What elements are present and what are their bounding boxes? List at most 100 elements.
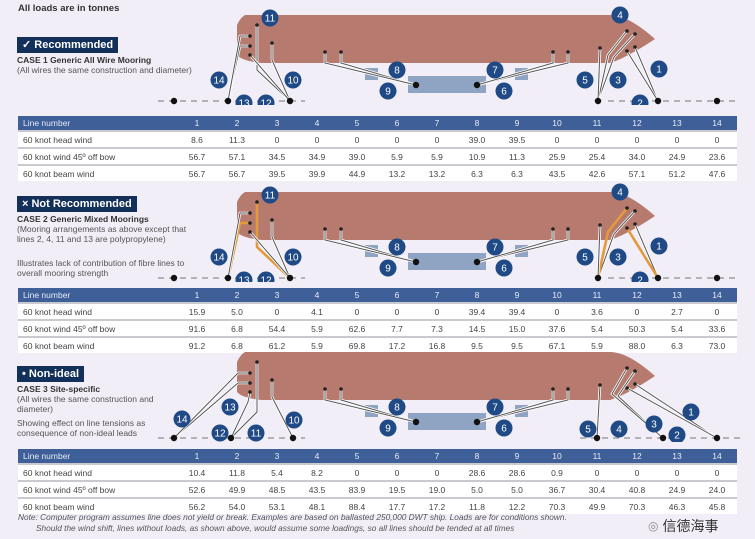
load-value: 16.8 (417, 336, 457, 353)
mooring-line-12 (230, 391, 251, 439)
line-label-9: 9 (385, 264, 391, 275)
load-value: 51.2 (657, 164, 697, 181)
line-label-circle (235, 94, 253, 105)
load-value: 17.2 (377, 336, 417, 353)
load-value: 12.2 (497, 497, 537, 514)
line-label-circle (495, 82, 513, 100)
mooring-line-6 (476, 389, 569, 423)
condition-label: 60 knot beam wind (18, 336, 177, 353)
line-label-circle (609, 71, 627, 89)
column-header-line-10: 10 (537, 449, 577, 464)
load-value: 24.0 (697, 480, 737, 498)
line-label-7: 7 (492, 243, 498, 254)
load-value: 0 (417, 302, 457, 320)
line-label-circle (579, 420, 597, 438)
case-3-load-table: Line number 1 2 3 4 5 6 7 8 9 10 11 12 13 14 60 knot he… (18, 449, 737, 514)
line-label-4: 4 (616, 425, 622, 436)
column-header-line-6: 6 (377, 288, 417, 303)
load-value: 25.4 (577, 147, 617, 165)
fairlead-point (270, 378, 274, 382)
mooring-line-11 (230, 362, 258, 439)
bollard (412, 418, 420, 426)
mooring-line-1 (634, 46, 659, 102)
load-value: 61.2 (257, 336, 297, 353)
fairlead-point (598, 383, 602, 387)
load-value: 54.4 (257, 319, 297, 337)
column-header-line-2: 2 (217, 116, 257, 131)
load-value: 6.3 (457, 164, 497, 181)
line-label-circle (682, 403, 700, 421)
mooring-line-7 (476, 229, 554, 263)
load-value: 39.0 (457, 130, 497, 148)
load-value: 0 (417, 130, 457, 148)
fairlead-point (551, 387, 555, 391)
load-value: 48.5 (257, 480, 297, 498)
load-value: 0 (537, 302, 577, 320)
column-header-line-11: 11 (577, 116, 617, 131)
column-header-line-10: 10 (537, 288, 577, 303)
condition-label: 60 knot wind 45º off bow (18, 319, 177, 337)
footnote-line-1: Note: Computer program assumes line does… (18, 512, 567, 522)
line-label-12: 12 (214, 429, 226, 440)
load-value: 11.8 (217, 463, 257, 481)
line-label-7: 7 (492, 403, 498, 414)
line-label-circle (495, 259, 513, 277)
load-value: 0 (697, 130, 737, 148)
fairlead-point (633, 382, 637, 386)
load-value: 14.5 (457, 319, 497, 337)
load-value: 67.1 (537, 336, 577, 353)
load-value: 43.5 (297, 480, 337, 498)
line-label-12: 12 (260, 99, 272, 106)
load-value: 15.0 (497, 319, 537, 337)
table-header-row: Line number 1 2 3 4 5 6 7 8 9 10 11 12 13 14 (18, 449, 737, 464)
line-label-circle (576, 248, 594, 266)
line-label-8: 8 (394, 403, 400, 414)
non-ideal-badge: • Non-ideal (17, 366, 85, 382)
condition-label: 60 knot head wind (18, 130, 177, 148)
load-value: 10.9 (457, 147, 497, 165)
fairlead-point (248, 371, 252, 375)
load-value: 49.9 (577, 497, 617, 514)
load-value: 53.1 (257, 497, 297, 514)
load-value: 4.1 (297, 302, 337, 320)
bollard (594, 97, 602, 105)
fairlead-point (255, 200, 259, 204)
load-value: 0 (697, 463, 737, 481)
column-header-label: Line number (18, 116, 177, 131)
load-value: 46.3 (657, 497, 697, 514)
fairlead-point (270, 41, 274, 45)
mooring-line-5 (597, 47, 601, 102)
line-label-circle (645, 415, 663, 433)
bollard (654, 97, 662, 105)
mooring-line-2 (626, 227, 659, 279)
load-value: 44.9 (337, 164, 377, 181)
line-label-circle (257, 271, 275, 282)
bollard (412, 81, 420, 89)
fairlead-point (633, 45, 637, 49)
line-label-circle (611, 6, 629, 24)
mooring-line-5 (597, 224, 601, 279)
bollard (473, 81, 481, 89)
fairlead-point (339, 387, 343, 391)
ship-hull (237, 15, 655, 63)
load-value: 88.4 (337, 497, 377, 514)
case-1-subtitle: (All wires the same construction and dia… (17, 65, 192, 75)
bollard (713, 434, 721, 442)
fairlead-point (566, 387, 570, 391)
line-label-11: 11 (265, 14, 276, 25)
fairlead-point (339, 50, 343, 54)
load-value: 5.0 (457, 480, 497, 498)
load-value: 39.5 (257, 164, 297, 181)
load-value: 43.5 (537, 164, 577, 181)
bollard (286, 97, 294, 105)
column-header-line-9: 9 (497, 288, 537, 303)
fairlead-point (598, 223, 602, 227)
table-row: 60 knot wind 45º off bow 91.6 6.8 54.4 5.9 62… (18, 319, 737, 337)
load-value: 5.4 (577, 319, 617, 337)
load-value: 11.3 (217, 130, 257, 148)
load-value: 28.6 (457, 463, 497, 481)
load-value: 40.8 (617, 480, 657, 498)
column-header-line-7: 7 (417, 116, 457, 131)
mooring-line-9 (324, 389, 417, 423)
fairlead-point (625, 226, 629, 230)
